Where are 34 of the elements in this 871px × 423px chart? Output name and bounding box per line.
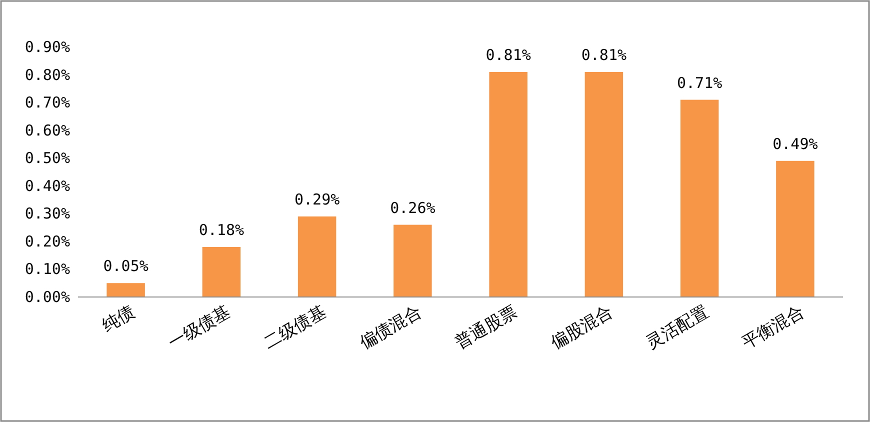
y-tick-label: 0.80% (24, 66, 70, 84)
x-tick-label: 偏债混合 (356, 302, 426, 354)
y-tick-label: 0.20% (24, 232, 70, 250)
x-tick-label: 一级债基 (165, 302, 234, 354)
y-tick-label: 0.00% (24, 288, 70, 306)
bar (202, 247, 241, 297)
bar (106, 283, 145, 297)
data-label: 0.26% (390, 198, 436, 217)
y-tick-label: 0.10% (24, 260, 70, 278)
bar (776, 160, 814, 297)
y-tick-label: 0.30% (24, 204, 70, 223)
data-label: 0.81% (581, 46, 627, 64)
y-tick-label: 0.90% (24, 38, 70, 56)
bar (680, 100, 719, 297)
x-tick-label: 偏股混合 (548, 302, 616, 354)
x-tick-label: 二级债基 (260, 302, 330, 354)
x-tick-label: 纯债 (98, 302, 138, 336)
data-label: 0.05% (103, 257, 148, 276)
data-label: 0.18% (198, 221, 244, 239)
x-tick-label: 平衡混合 (738, 302, 808, 354)
bar (394, 224, 432, 297)
y-tick-label: 0.60% (24, 121, 70, 140)
y-tick-label: 0.40% (24, 176, 70, 195)
x-tick-label: 普通股票 (452, 302, 521, 354)
data-label: 0.49% (772, 134, 818, 153)
data-label: 0.29% (294, 190, 340, 208)
data-label: 0.81% (486, 46, 531, 64)
bar (489, 72, 528, 297)
y-tick-label: 0.70% (24, 94, 70, 112)
data-label: 0.71% (676, 74, 722, 92)
bar (298, 216, 336, 297)
y-tick-label: 0.50% (24, 149, 70, 168)
bar (584, 72, 624, 297)
x-tick-label: 灵活配置 (643, 302, 712, 354)
